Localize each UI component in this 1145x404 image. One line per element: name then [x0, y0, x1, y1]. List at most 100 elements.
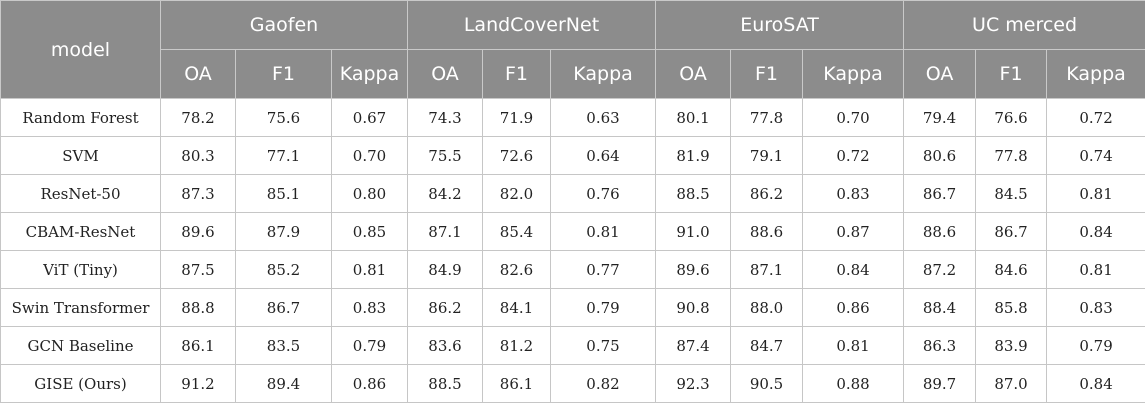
value-cell: 0.72 — [802, 136, 905, 175]
model-name-cell: ViT (Tiny) — [0, 250, 161, 289]
table-row: CBAM-ResNet 89.6 87.9 0.85 87.1 85.4 0.81 91.0 8… — [0, 212, 1145, 251]
metric-header: F1 — [235, 49, 332, 99]
value-cell: 88.4 — [903, 288, 977, 327]
value-cell: 88.6 — [903, 212, 977, 251]
metric-header: F1 — [482, 49, 551, 99]
value-cell: 0.83 — [1046, 288, 1145, 327]
value-cell: 75.6 — [235, 98, 332, 137]
value-cell: 88.5 — [407, 364, 483, 403]
value-cell: 0.79 — [331, 326, 408, 365]
model-name-cell: CBAM-ResNet — [0, 212, 161, 251]
value-cell: 87.3 — [160, 174, 236, 213]
model-column-header: model — [0, 0, 161, 99]
value-cell: 86.1 — [482, 364, 551, 403]
value-cell: 77.1 — [235, 136, 332, 175]
value-cell: 72.6 — [482, 136, 551, 175]
value-cell: 91.0 — [655, 212, 732, 251]
value-cell: 88.5 — [655, 174, 732, 213]
value-cell: 76.6 — [975, 98, 1048, 137]
value-cell: 75.5 — [407, 136, 483, 175]
value-cell: 87.2 — [903, 250, 977, 289]
value-cell: 82.6 — [482, 250, 551, 289]
metric-header: OA — [903, 49, 977, 99]
metric-header: F1 — [730, 49, 804, 99]
value-cell: 80.1 — [655, 98, 732, 137]
value-cell: 86.7 — [975, 212, 1048, 251]
table-header: model Gaofen LandCoverNet EuroSAT UC mer… — [0, 0, 1145, 99]
metric-header: F1 — [975, 49, 1048, 99]
value-cell: 84.2 — [407, 174, 483, 213]
value-cell: 84.1 — [482, 288, 551, 327]
value-cell: 83.9 — [975, 326, 1048, 365]
value-cell: 85.1 — [235, 174, 332, 213]
metric-header: Kappa — [1046, 49, 1145, 99]
value-cell: 0.79 — [549, 288, 657, 327]
value-cell: 83.6 — [407, 326, 483, 365]
value-cell: 0.88 — [802, 364, 905, 403]
dataset-header: Gaofen — [160, 0, 408, 50]
value-cell: 74.3 — [407, 98, 483, 137]
model-name-cell: SVM — [0, 136, 161, 175]
value-cell: 0.63 — [549, 98, 657, 137]
value-cell: 89.6 — [160, 212, 236, 251]
value-cell: 78.2 — [160, 98, 236, 137]
value-cell: 84.7 — [730, 326, 804, 365]
metric-header: OA — [160, 49, 236, 99]
dataset-header: LandCoverNet — [406, 0, 657, 50]
value-cell: 77.8 — [730, 98, 804, 137]
value-cell: 86.1 — [160, 326, 236, 365]
value-cell: 84.6 — [975, 250, 1048, 289]
value-cell: 0.67 — [331, 98, 408, 137]
value-cell: 92.3 — [655, 364, 732, 403]
value-cell: 0.84 — [802, 250, 905, 289]
value-cell: 86.7 — [903, 174, 977, 213]
value-cell: 87.0 — [975, 364, 1048, 403]
value-cell: 86.2 — [407, 288, 483, 327]
value-cell: 85.2 — [235, 250, 332, 289]
value-cell: 0.81 — [1046, 250, 1145, 289]
value-cell: 0.86 — [802, 288, 905, 327]
value-cell: 81.2 — [482, 326, 551, 365]
value-cell: 86.2 — [730, 174, 804, 213]
model-name-cell: Random Forest — [0, 98, 161, 137]
value-cell: 83.5 — [235, 326, 332, 365]
value-cell: 0.84 — [1046, 364, 1145, 403]
value-cell: 89.4 — [235, 364, 332, 403]
value-cell: 0.81 — [802, 326, 905, 365]
value-cell: 84.9 — [407, 250, 483, 289]
table-row: GCN Baseline 86.1 83.5 0.79 83.6 81.2 0.75 87.4… — [0, 326, 1145, 365]
value-cell: 79.4 — [903, 98, 977, 137]
value-cell: 0.70 — [802, 98, 905, 137]
value-cell: 88.0 — [730, 288, 804, 327]
dataset-header: UC merced — [903, 0, 1145, 50]
value-cell: 80.6 — [903, 136, 977, 175]
value-cell: 89.7 — [903, 364, 977, 403]
value-cell: 89.6 — [655, 250, 732, 289]
value-cell: 79.1 — [730, 136, 804, 175]
table-row: Swin Transformer 88.8 86.7 0.83 86.2 84.1 0.79… — [0, 288, 1145, 327]
table-row: GISE (Ours) 91.2 89.4 0.86 88.5 86.1 0.82 92.3 9… — [0, 364, 1145, 403]
value-cell: 0.70 — [331, 136, 408, 175]
value-cell: 80.3 — [160, 136, 236, 175]
value-cell: 71.9 — [482, 98, 551, 137]
value-cell: 86.7 — [235, 288, 332, 327]
value-cell: 0.83 — [331, 288, 408, 327]
value-cell: 91.2 — [160, 364, 236, 403]
value-cell: 88.8 — [160, 288, 236, 327]
value-cell: 0.82 — [549, 364, 657, 403]
table-row: ViT (Tiny) 87.5 85.2 0.81 84.9 82.6 0.77 89.6 87… — [0, 250, 1145, 289]
header-row-metrics: OA F1 Kappa OA F1 Kappa OA F1 Kappa OA F… — [1, 49, 1145, 99]
value-cell: 0.83 — [802, 174, 905, 213]
table-row: Random Forest 78.2 75.6 0.67 74.3 71.9 0.63 80.… — [0, 98, 1145, 137]
value-cell: 85.4 — [482, 212, 551, 251]
model-name-cell: ResNet-50 — [0, 174, 161, 213]
value-cell: 0.79 — [1046, 326, 1145, 365]
value-cell: 81.9 — [655, 136, 732, 175]
metric-header: OA — [407, 49, 483, 99]
value-cell: 84.5 — [975, 174, 1048, 213]
table-body: Random Forest 78.2 75.6 0.67 74.3 71.9 0.63 80.… — [0, 98, 1145, 403]
value-cell: 0.80 — [331, 174, 408, 213]
value-cell: 90.5 — [730, 364, 804, 403]
metric-header: OA — [655, 49, 732, 99]
